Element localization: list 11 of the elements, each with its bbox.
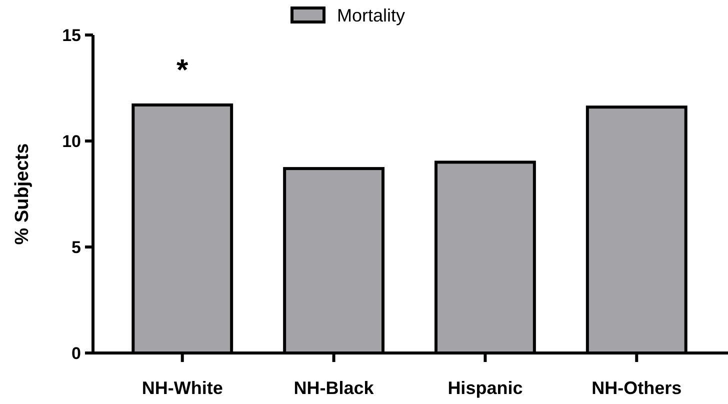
annotation: * xyxy=(176,54,189,87)
y-axis-title: % Subjects xyxy=(12,143,33,245)
legend-label: Mortality xyxy=(337,5,406,26)
y-tick-label: 15 xyxy=(62,26,81,45)
x-tick-label: NH-White xyxy=(142,378,223,398)
y-tick-label: 5 xyxy=(72,238,81,257)
x-tick-label: NH-Others xyxy=(592,378,682,398)
x-tick-label: NH-Black xyxy=(294,378,375,398)
y-tick-label: 10 xyxy=(62,132,81,151)
x-tick-label: Hispanic xyxy=(448,378,523,398)
y-tick-label: 0 xyxy=(72,344,81,363)
